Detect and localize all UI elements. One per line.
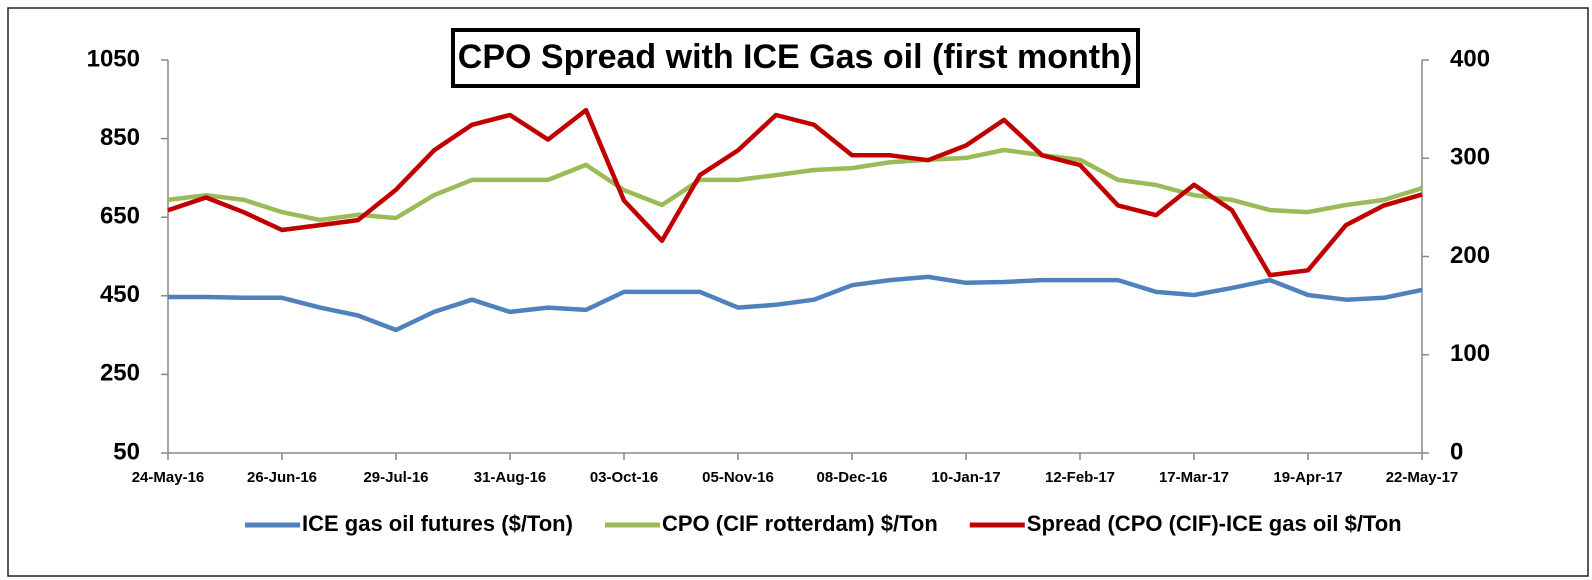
x-tick-label: 05-Nov-16 [702,469,774,486]
y-tick-label: 450 [100,281,140,308]
legend-label: ICE gas oil futures ($/Ton) [302,511,573,536]
series-line [167,107,1423,278]
x-tick-label: 19-Apr-17 [1273,469,1342,486]
y-tick-label: 650 [100,203,140,230]
y-tick-label: 850 [100,124,140,151]
title-box [451,28,1140,88]
y-tick-label: 50 [113,438,140,465]
x-tick-label: 31-Aug-16 [474,469,547,486]
y-tick-label: 250 [100,360,140,387]
series-line [168,274,1423,333]
x-tick-label: 12-Feb-17 [1045,469,1115,486]
x-tick-label: 03-Oct-16 [590,469,658,486]
y2-tick-label: 100 [1450,340,1490,367]
x-tick-label: 24-May-16 [132,469,205,486]
x-tick-label: 08-Dec-16 [817,469,888,486]
legend-label: Spread (CPO (CIF)-ICE gas oil $/Ton [1027,511,1402,536]
x-tick-label: 10-Jan-17 [931,469,1000,486]
x-tick-label: 17-Mar-17 [1159,469,1229,486]
y2-tick-label: 200 [1450,242,1490,269]
y-tick-label: 1050 [87,45,140,72]
chart-title: CPO Spread with ICE Gas oil (first month… [458,38,1132,76]
x-tick-label: 26-Jun-16 [247,469,317,486]
x-tick-label: 22-May-17 [1386,469,1459,486]
y2-tick-label: 400 [1450,45,1490,72]
legend-label: CPO (CIF rotterdam) $/Ton [662,511,938,536]
chart-frame [7,7,1589,577]
y2-tick-label: 0 [1450,438,1463,465]
x-tick-label: 29-Jul-16 [363,469,428,486]
y2-tick-label: 300 [1450,144,1490,171]
